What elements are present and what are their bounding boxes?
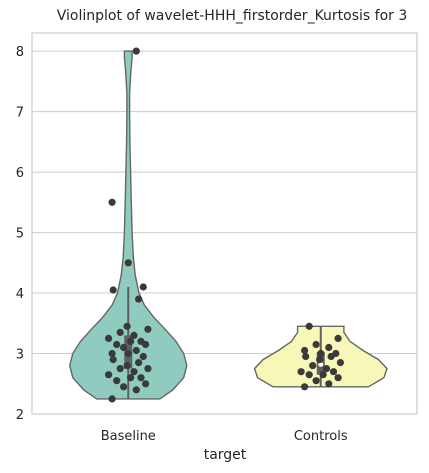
strip-point bbox=[144, 365, 152, 373]
y-tick-label: 8 bbox=[16, 45, 24, 60]
x-axis-ticks: Baseline Controls bbox=[101, 429, 348, 444]
strip-point bbox=[332, 349, 340, 358]
strip-point bbox=[325, 380, 333, 388]
strip-point bbox=[120, 343, 128, 352]
strip-point bbox=[305, 371, 313, 379]
strip-point bbox=[301, 346, 309, 355]
strip-point bbox=[113, 340, 121, 349]
strip-point bbox=[135, 359, 143, 367]
strip-point bbox=[109, 356, 117, 364]
strip-point bbox=[334, 374, 342, 382]
strip-point bbox=[132, 386, 140, 394]
strip-point bbox=[120, 383, 128, 391]
y-tick-label: 2 bbox=[16, 408, 24, 423]
y-axis-ticks: 2 3 4 5 6 7 8 bbox=[16, 45, 24, 423]
y-tick-label: 6 bbox=[16, 166, 24, 181]
chart-title: Violinplot of wavelet-HHH_firstorder_Kur… bbox=[57, 8, 408, 24]
strip-point bbox=[124, 259, 132, 267]
strip-point bbox=[142, 380, 150, 388]
x-tick-label: Baseline bbox=[101, 429, 156, 444]
strip-point bbox=[137, 337, 145, 345]
strip-point bbox=[127, 337, 135, 345]
strip-point bbox=[108, 349, 116, 358]
strip-points bbox=[105, 47, 344, 403]
strip-point bbox=[139, 352, 147, 361]
y-tick-label: 7 bbox=[16, 106, 24, 121]
strip-point bbox=[105, 334, 113, 342]
strip-point bbox=[312, 340, 320, 349]
strip-point bbox=[108, 395, 116, 403]
y-tick-label: 4 bbox=[16, 287, 24, 302]
strip-point bbox=[305, 322, 313, 330]
strip-point bbox=[109, 286, 117, 294]
strip-point bbox=[316, 356, 324, 364]
violin-body bbox=[68, 50, 188, 400]
strip-point bbox=[113, 377, 121, 385]
strip-point bbox=[139, 283, 147, 291]
strip-point bbox=[302, 352, 310, 361]
strip-point bbox=[116, 328, 124, 336]
strip-point bbox=[336, 359, 344, 367]
strip-point bbox=[124, 349, 132, 358]
strip-point bbox=[116, 365, 124, 373]
strip-point bbox=[135, 295, 143, 303]
strip-point bbox=[123, 322, 131, 330]
strip-point bbox=[130, 331, 138, 339]
strip-point bbox=[301, 383, 309, 391]
strip-point bbox=[123, 362, 131, 370]
strip-point bbox=[130, 368, 138, 376]
strip-point bbox=[127, 374, 135, 382]
strip-point bbox=[297, 368, 305, 376]
strip-point bbox=[334, 334, 342, 342]
y-tick-label: 5 bbox=[16, 227, 24, 242]
strip-point bbox=[317, 349, 325, 358]
x-axis-label: target bbox=[204, 447, 247, 463]
strip-point bbox=[144, 325, 152, 333]
strip-point bbox=[322, 365, 331, 373]
strip-point bbox=[309, 362, 317, 370]
strip-point bbox=[325, 343, 333, 352]
strip-point bbox=[132, 47, 140, 55]
strip-point bbox=[312, 377, 320, 385]
strip-point bbox=[108, 198, 116, 206]
strip-point bbox=[132, 346, 140, 355]
strip-point bbox=[137, 374, 145, 382]
strip-point bbox=[105, 371, 113, 379]
strip-point bbox=[329, 368, 338, 376]
strip-point bbox=[319, 371, 327, 379]
y-tick-label: 3 bbox=[16, 348, 24, 363]
x-tick-label: Controls bbox=[294, 429, 348, 444]
plot-frame bbox=[31, 32, 418, 415]
